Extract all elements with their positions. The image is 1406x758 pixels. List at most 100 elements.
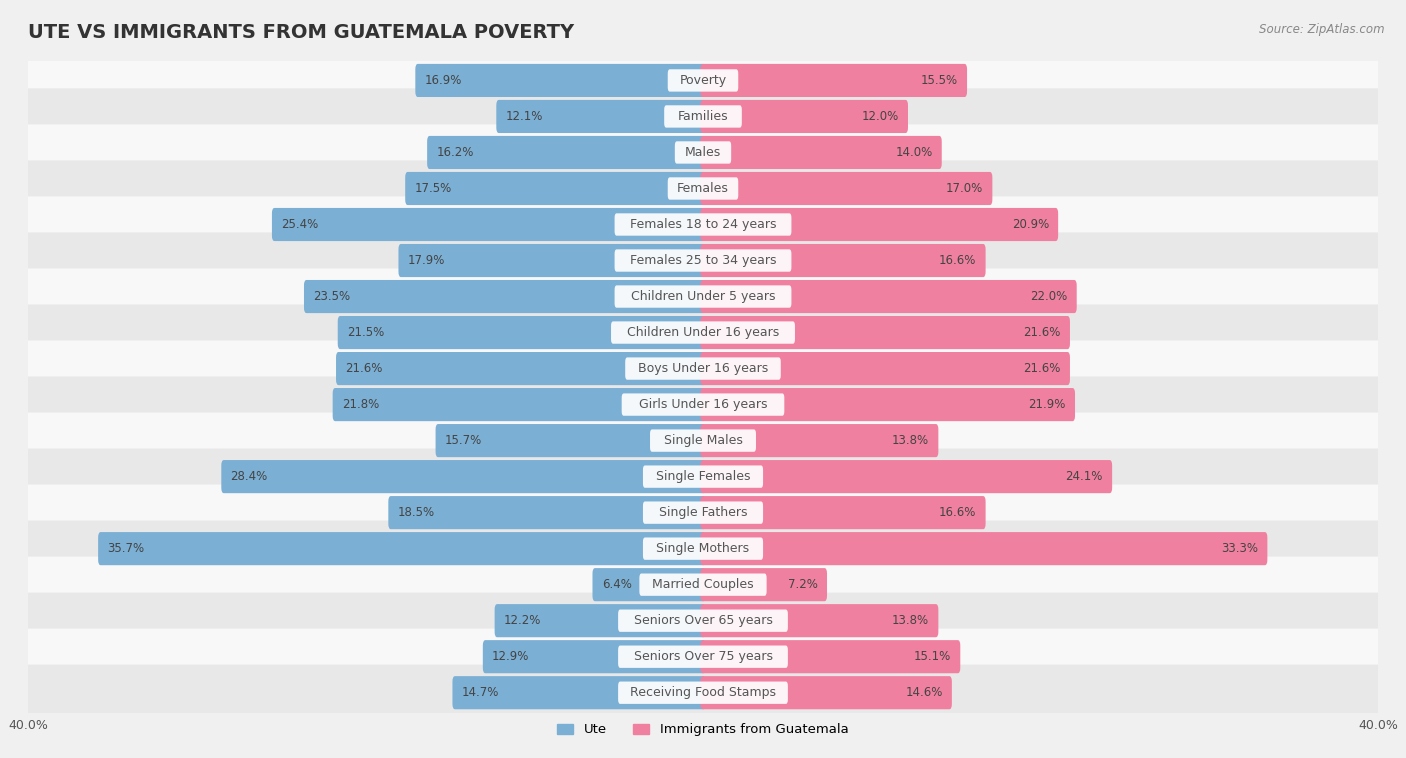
FancyBboxPatch shape	[700, 244, 986, 277]
FancyBboxPatch shape	[621, 393, 785, 415]
FancyBboxPatch shape	[700, 532, 1267, 565]
Text: Seniors Over 75 years: Seniors Over 75 years	[634, 650, 772, 663]
FancyBboxPatch shape	[22, 124, 1384, 180]
Text: Females 25 to 34 years: Females 25 to 34 years	[630, 254, 776, 267]
FancyBboxPatch shape	[626, 358, 780, 380]
FancyBboxPatch shape	[700, 604, 938, 637]
Text: Boys Under 16 years: Boys Under 16 years	[638, 362, 768, 375]
Text: UTE VS IMMIGRANTS FROM GUATEMALA POVERTY: UTE VS IMMIGRANTS FROM GUATEMALA POVERTY	[28, 23, 574, 42]
FancyBboxPatch shape	[22, 89, 1384, 145]
Text: Females: Females	[678, 182, 728, 195]
FancyBboxPatch shape	[22, 412, 1384, 468]
FancyBboxPatch shape	[668, 177, 738, 199]
FancyBboxPatch shape	[436, 424, 706, 457]
FancyBboxPatch shape	[398, 244, 706, 277]
Text: 16.2%: 16.2%	[436, 146, 474, 159]
Text: Poverty: Poverty	[679, 74, 727, 87]
FancyBboxPatch shape	[22, 449, 1384, 505]
Text: 21.8%: 21.8%	[342, 398, 380, 411]
Text: Children Under 5 years: Children Under 5 years	[631, 290, 775, 303]
Text: 17.5%: 17.5%	[415, 182, 451, 195]
FancyBboxPatch shape	[482, 640, 706, 673]
FancyBboxPatch shape	[592, 568, 706, 601]
FancyBboxPatch shape	[22, 484, 1384, 540]
FancyBboxPatch shape	[700, 280, 1077, 313]
FancyBboxPatch shape	[495, 604, 706, 637]
Text: Males: Males	[685, 146, 721, 159]
FancyBboxPatch shape	[453, 676, 706, 709]
Text: Families: Families	[678, 110, 728, 123]
FancyBboxPatch shape	[337, 316, 706, 349]
Text: 33.3%: 33.3%	[1220, 542, 1258, 555]
Text: 17.9%: 17.9%	[408, 254, 446, 267]
FancyBboxPatch shape	[98, 532, 706, 565]
FancyBboxPatch shape	[614, 285, 792, 308]
FancyBboxPatch shape	[333, 388, 706, 421]
Text: 23.5%: 23.5%	[314, 290, 350, 303]
FancyBboxPatch shape	[427, 136, 706, 169]
Text: 15.5%: 15.5%	[921, 74, 957, 87]
Text: 14.0%: 14.0%	[896, 146, 932, 159]
FancyBboxPatch shape	[619, 681, 787, 704]
FancyBboxPatch shape	[221, 460, 706, 493]
FancyBboxPatch shape	[405, 172, 706, 205]
FancyBboxPatch shape	[22, 556, 1384, 612]
FancyBboxPatch shape	[22, 593, 1384, 649]
FancyBboxPatch shape	[22, 268, 1384, 324]
Text: 14.7%: 14.7%	[461, 686, 499, 699]
FancyBboxPatch shape	[700, 208, 1059, 241]
Text: 16.9%: 16.9%	[425, 74, 463, 87]
FancyBboxPatch shape	[496, 100, 706, 133]
FancyBboxPatch shape	[700, 424, 938, 457]
FancyBboxPatch shape	[388, 496, 706, 529]
FancyBboxPatch shape	[700, 460, 1112, 493]
Text: 16.6%: 16.6%	[939, 506, 976, 519]
Text: 17.0%: 17.0%	[946, 182, 983, 195]
Text: Married Couples: Married Couples	[652, 578, 754, 591]
FancyBboxPatch shape	[668, 69, 738, 92]
FancyBboxPatch shape	[643, 537, 763, 560]
FancyBboxPatch shape	[304, 280, 706, 313]
FancyBboxPatch shape	[22, 665, 1384, 721]
FancyBboxPatch shape	[700, 496, 986, 529]
FancyBboxPatch shape	[700, 316, 1070, 349]
Text: Single Mothers: Single Mothers	[657, 542, 749, 555]
FancyBboxPatch shape	[336, 352, 706, 385]
FancyBboxPatch shape	[664, 105, 742, 127]
Text: 21.6%: 21.6%	[1024, 326, 1060, 339]
FancyBboxPatch shape	[700, 568, 827, 601]
Text: Receiving Food Stamps: Receiving Food Stamps	[630, 686, 776, 699]
Text: Source: ZipAtlas.com: Source: ZipAtlas.com	[1260, 23, 1385, 36]
Text: 12.9%: 12.9%	[492, 650, 530, 663]
Text: 16.6%: 16.6%	[939, 254, 976, 267]
Text: 6.4%: 6.4%	[602, 578, 631, 591]
Text: 28.4%: 28.4%	[231, 470, 267, 483]
FancyBboxPatch shape	[22, 233, 1384, 289]
Text: Single Males: Single Males	[664, 434, 742, 447]
Text: 24.1%: 24.1%	[1066, 470, 1102, 483]
Text: 21.6%: 21.6%	[346, 362, 382, 375]
Text: 25.4%: 25.4%	[281, 218, 318, 231]
FancyBboxPatch shape	[700, 136, 942, 169]
FancyBboxPatch shape	[619, 646, 787, 668]
FancyBboxPatch shape	[643, 465, 763, 488]
FancyBboxPatch shape	[614, 213, 792, 236]
FancyBboxPatch shape	[700, 640, 960, 673]
Text: 12.1%: 12.1%	[506, 110, 543, 123]
Text: 21.9%: 21.9%	[1028, 398, 1066, 411]
Text: 18.5%: 18.5%	[398, 506, 434, 519]
FancyBboxPatch shape	[614, 249, 792, 271]
FancyBboxPatch shape	[22, 521, 1384, 577]
FancyBboxPatch shape	[700, 676, 952, 709]
FancyBboxPatch shape	[700, 64, 967, 97]
FancyBboxPatch shape	[22, 340, 1384, 396]
FancyBboxPatch shape	[22, 305, 1384, 361]
Text: Seniors Over 65 years: Seniors Over 65 years	[634, 614, 772, 627]
FancyBboxPatch shape	[643, 502, 763, 524]
Text: 7.2%: 7.2%	[787, 578, 818, 591]
Text: 20.9%: 20.9%	[1012, 218, 1049, 231]
FancyBboxPatch shape	[675, 141, 731, 164]
FancyBboxPatch shape	[700, 100, 908, 133]
FancyBboxPatch shape	[619, 609, 787, 632]
Text: 21.5%: 21.5%	[347, 326, 384, 339]
